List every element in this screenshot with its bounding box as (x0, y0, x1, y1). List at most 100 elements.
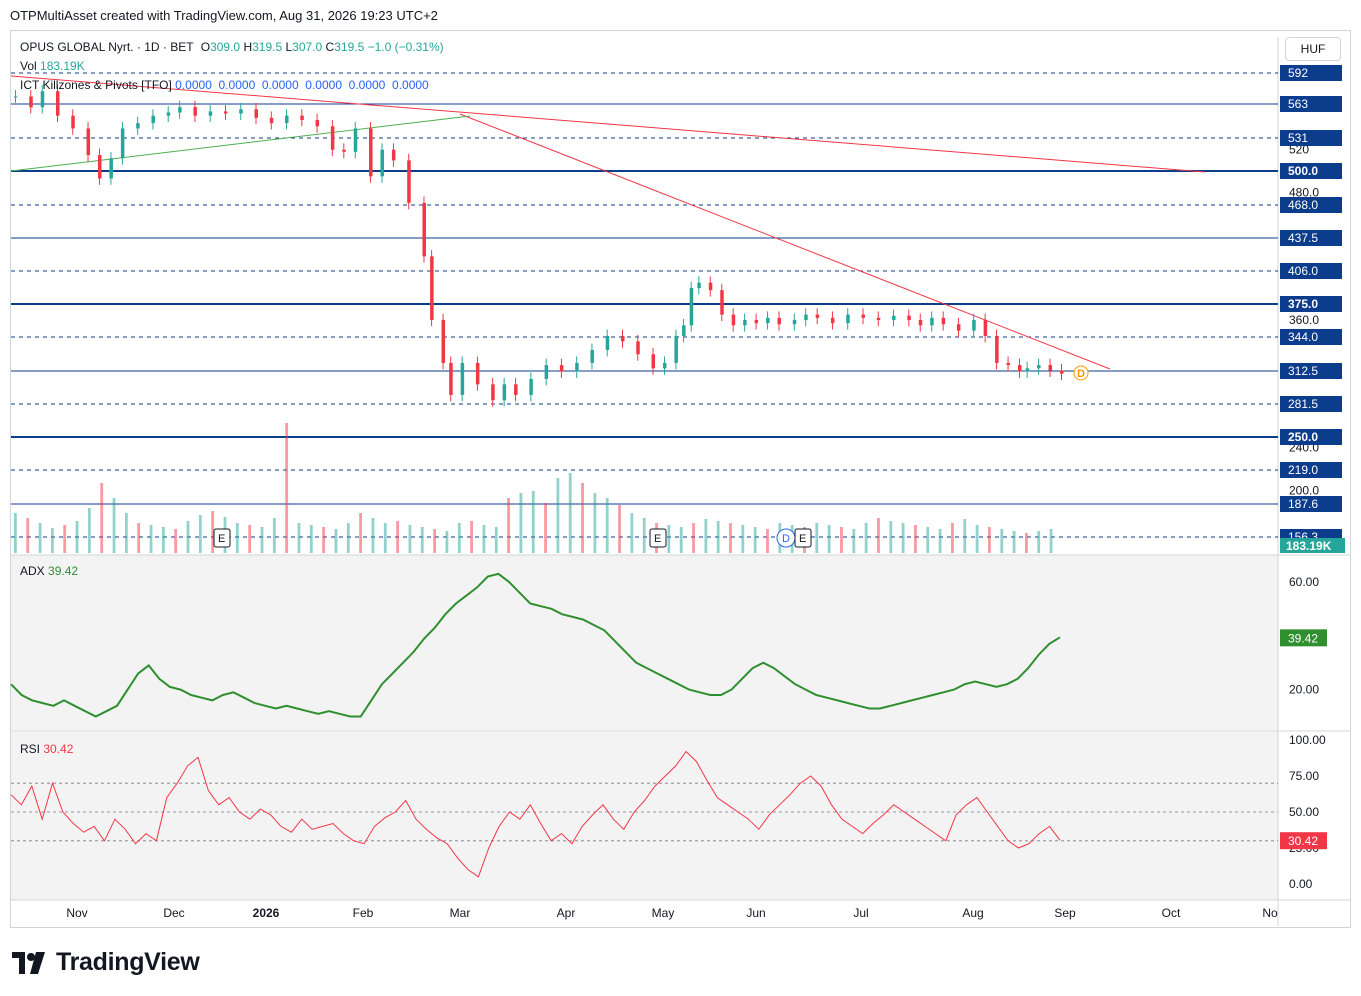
price-level-label-bg (1280, 263, 1342, 279)
candle-body (223, 111, 228, 114)
volume-bar (285, 423, 289, 553)
tradingview-brand[interactable]: TradingView (12, 948, 200, 977)
candle-body (475, 362, 480, 385)
volume-axis-label: 183.19K (1280, 538, 1345, 553)
volume-bar (815, 523, 819, 553)
price-level-label-bg (1280, 65, 1342, 81)
volume-bar (482, 525, 486, 553)
volume-bar (383, 523, 387, 553)
price-tick-label: 200.0 (1289, 484, 1319, 498)
volume-bar (568, 473, 572, 553)
price-level-label-bg (1280, 462, 1342, 478)
price-level-label-bg (1280, 296, 1342, 312)
currency-button[interactable]: HUF (1285, 37, 1341, 61)
event-marker-e: E (213, 528, 231, 548)
price-level-label-text: 250.0 (1288, 430, 1318, 444)
price-level-label-bg (1280, 163, 1342, 179)
rsi-pane-bg (11, 732, 1278, 900)
candle-body (605, 335, 610, 350)
volume-bar (334, 529, 338, 553)
volume-bar (519, 493, 523, 553)
marker-d-circle (1073, 365, 1089, 381)
volume-bar (877, 518, 880, 553)
x-axis-label: 2026 (253, 906, 280, 920)
marker-d-label: D (1077, 368, 1085, 380)
price-level-label-bg (1280, 197, 1342, 213)
main-pane-bg (11, 37, 1278, 553)
candle-body (544, 365, 549, 379)
candle-body (590, 349, 594, 363)
legend-c-value: 319.5 (334, 40, 365, 54)
volume-bar (753, 527, 757, 553)
rsi-axis-label: 30.42 (1280, 832, 1327, 850)
candle-body (40, 91, 45, 108)
candle-body (460, 362, 465, 395)
candle-body (1060, 370, 1064, 374)
candle-body (208, 111, 213, 116)
volume-bar (938, 529, 942, 553)
volume-bar (889, 521, 893, 553)
price-level-label-text: 312.5 (1288, 364, 1318, 378)
candle-body (754, 319, 759, 324)
adx-tick-label: 20.00 (1289, 683, 1319, 697)
event-marker-label: E (218, 533, 225, 545)
volume-bar (1012, 531, 1016, 553)
volume-bar (556, 478, 560, 553)
candle-body (529, 378, 533, 395)
x-axis-label: Feb (353, 906, 374, 920)
candle-body (620, 335, 625, 342)
legend-symbol: OPUS GLOBAL Nyrt. · 1D · BET (20, 40, 194, 54)
candle-body (861, 314, 865, 318)
price-level-label-text: 375.0 (1288, 297, 1318, 311)
price-level-label-12: 219.0 (1280, 462, 1342, 478)
price-level-label-3: 500.0 (1280, 163, 1342, 179)
candle-body (575, 362, 579, 372)
candle-body (422, 202, 426, 257)
price-level-label-4: 468.0 (1280, 197, 1342, 213)
volume-bar (926, 527, 930, 553)
x-axis-label: Apr (557, 906, 576, 920)
x-axis-label: No (1262, 906, 1278, 920)
price-level-label-bg (1280, 429, 1342, 445)
volume-bar (864, 523, 868, 553)
legend-o-value: 309.0 (210, 40, 241, 54)
volume-bar (433, 529, 436, 553)
candle-body (369, 128, 373, 177)
volume-bar (494, 527, 498, 553)
candles (14, 84, 1064, 407)
volume-bar (914, 525, 917, 553)
volume-bar (420, 527, 424, 553)
volume-bar (124, 513, 128, 553)
volume-bar (630, 513, 634, 553)
chart-header-title: OTPMultiAsset created with TradingView.c… (10, 8, 438, 23)
volume-bar (63, 525, 67, 553)
price-level-label-text: 344.0 (1288, 330, 1318, 344)
candle-body (315, 119, 320, 127)
candle-body (269, 117, 274, 124)
candle-body (166, 112, 171, 116)
volume-bar (716, 521, 720, 553)
legend-ict-label: ICT Killzones & Pivots [TFO] (20, 78, 172, 92)
trendline-red-down (459, 113, 1111, 370)
candle-body (708, 282, 713, 291)
price-level-label-10: 281.5 (1280, 396, 1342, 412)
event-marker-label: E (654, 533, 661, 545)
candle-body (907, 315, 911, 320)
candle-body (55, 91, 60, 116)
volume-bar (988, 527, 991, 553)
event-marker-e: E (649, 528, 667, 548)
volume-bar (50, 528, 54, 553)
legend-rsi: RSI 30.42 (20, 742, 73, 756)
candle-body (682, 325, 686, 336)
candle-body (804, 314, 808, 320)
trendline-green-up (10, 115, 471, 172)
volume-bar (87, 508, 91, 553)
volume-bar (457, 523, 461, 553)
candle-body (120, 128, 125, 159)
adx-axis-label-bg (1280, 629, 1327, 647)
price-level-label-bg (1280, 496, 1342, 512)
volume-bar (1049, 529, 1053, 553)
volume-bar (605, 498, 609, 553)
adx-pane-bg (11, 555, 1278, 730)
